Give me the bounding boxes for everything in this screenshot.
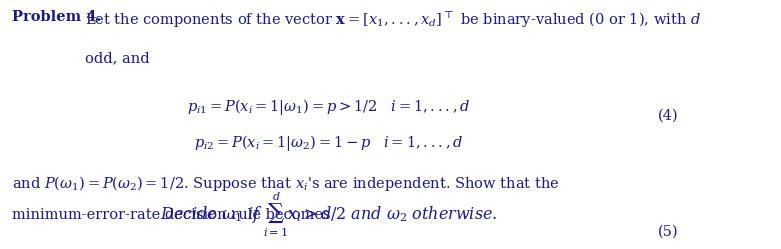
Text: and $P(\omega_1) = P(\omega_2) = 1/2$. Suppose that $x_i$'s are independent. Sho: and $P(\omega_1) = P(\omega_2) = 1/2$. S… [12, 174, 559, 193]
Text: odd, and: odd, and [84, 52, 149, 65]
Text: $\mathit{Decide}\ \omega_1\ \mathit{if}\ \sum_{i=1}^{d} x_i > d/2\ \mathit{and}\: $\mathit{Decide}\ \omega_1\ \mathit{if}\… [160, 190, 497, 239]
Text: $p_{i1} = P(x_i = 1|\omega_1) = p > 1/2 \quad i = 1, ..., d$: $p_{i1} = P(x_i = 1|\omega_1) = p > 1/2 … [187, 97, 470, 117]
Text: Problem 4.: Problem 4. [12, 10, 102, 24]
Text: (4): (4) [658, 109, 679, 123]
Text: minimum-error-rate decision rule becomes: minimum-error-rate decision rule becomes [12, 208, 330, 223]
Text: Let the components of the vector $\mathbf{x} = [x_1, ..., x_d]^\top$ be binary-v: Let the components of the vector $\mathb… [84, 10, 701, 30]
Text: $p_{i2} = P(x_i = 1|\omega_2) = 1 - p \quad i = 1, ..., d$: $p_{i2} = P(x_i = 1|\omega_2) = 1 - p \q… [194, 133, 463, 153]
Text: (5): (5) [658, 225, 679, 239]
